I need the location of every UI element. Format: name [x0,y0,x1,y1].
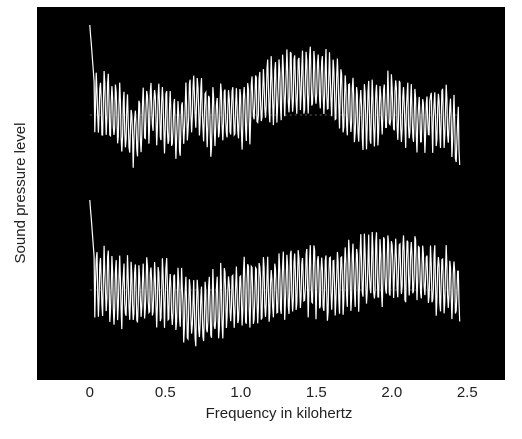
spectrum-trace-bottom [89,199,461,347]
x-tick-label: 1.5 [306,384,327,401]
y-axis-title: Sound pressure level [12,123,29,264]
x-tick-labels: 0 0.5 1.0 1.5 2.0 2.5 [86,384,478,401]
x-tick-label: 0 [86,384,94,401]
spectrum-trace-top [89,24,461,168]
x-tick-label: 2.0 [381,384,402,401]
x-tick-label: 0.5 [155,384,176,401]
trace-layer [89,24,461,347]
x-axis-title: Frequency in kilohertz [206,405,353,422]
x-tick-label: 1.0 [230,384,251,401]
x-tick-label: 2.5 [457,384,478,401]
